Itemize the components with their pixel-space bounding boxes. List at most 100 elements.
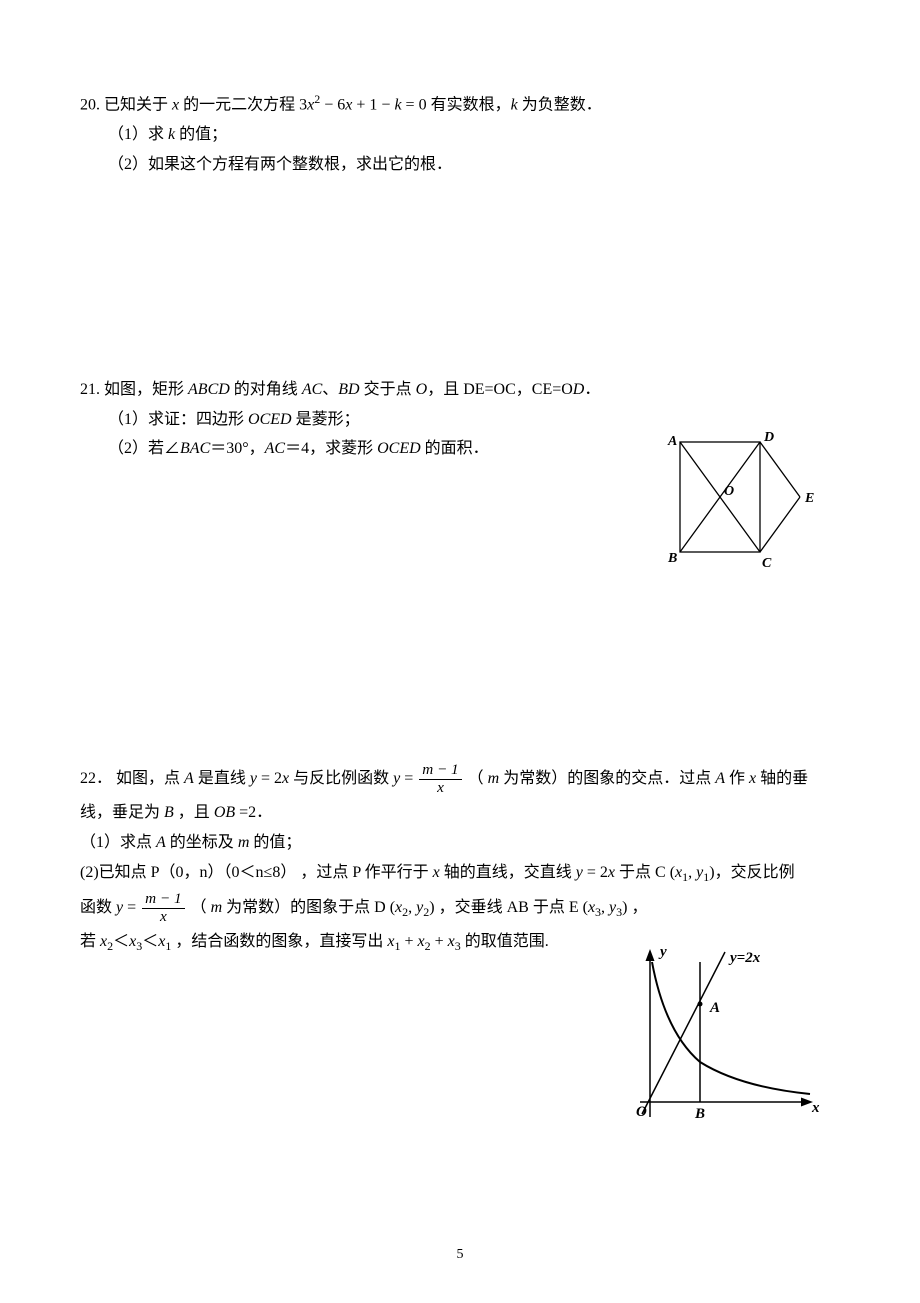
figure-21: A D B C E O xyxy=(660,427,820,577)
figure-22: y x O A B y=2x xyxy=(620,942,820,1132)
t: + 1 − xyxy=(352,96,394,113)
t: k xyxy=(394,96,401,113)
t: BD xyxy=(338,381,359,398)
t: y xyxy=(250,770,257,787)
t: 轴的直线，交直线 xyxy=(440,864,576,881)
t: A xyxy=(156,834,166,851)
t: 与反比例函数 xyxy=(289,770,393,787)
t: 的面积． xyxy=(421,440,489,457)
t: ABCD xyxy=(188,381,230,398)
lbl-B: B xyxy=(667,551,677,566)
t: =2． xyxy=(235,804,272,821)
t: 的坐标及 xyxy=(166,834,238,851)
lbl-A: A xyxy=(709,1000,720,1016)
t: , xyxy=(601,899,609,916)
p20-line2: （1）求 k 的值； xyxy=(80,122,840,148)
page-number: 5 xyxy=(0,1247,920,1263)
t: 的一元二次方程 xyxy=(179,96,299,113)
t: 线，垂足为 xyxy=(80,804,164,821)
t: （1）求证：四边形 xyxy=(108,411,248,428)
lbl-O: O xyxy=(636,1104,647,1120)
t: ，且 xyxy=(174,804,214,821)
t: 的对角线 xyxy=(230,381,302,398)
t: A xyxy=(184,770,194,787)
t: x xyxy=(433,864,440,881)
t: ． xyxy=(584,381,600,398)
t: + xyxy=(401,933,418,950)
t: , xyxy=(688,864,696,881)
t: BAC xyxy=(180,440,210,457)
t: 为负整数． xyxy=(518,96,602,113)
lbl-eq: y=2x xyxy=(728,950,761,966)
t: x xyxy=(418,933,425,950)
t: ，交反比例 xyxy=(715,864,795,881)
problem-22: 22． 如图，点 A 是直线 y = 2x 与反比例函数 y = m − 1x … xyxy=(80,762,840,957)
frac1: m − 1x xyxy=(419,762,461,796)
t: = 2 xyxy=(257,770,282,787)
t: ＜ xyxy=(113,933,129,950)
frac2: m − 1x xyxy=(142,891,184,925)
lbl-y: y xyxy=(658,944,667,960)
p22-line5: 函数 y = m − 1x （ m 为常数）的图象于点 D (x2, y2) ，… xyxy=(80,891,840,925)
lbl-B: B xyxy=(694,1106,705,1122)
t: 有实数根， xyxy=(427,96,511,113)
problem-20: 20. 已知关于 x 的一元二次方程 3x2 − 6x + 1 − k = 0 … xyxy=(80,90,840,177)
t: ， xyxy=(631,899,647,916)
p22-line3: （1）求点 A 的坐标及 m 的值； xyxy=(80,830,840,856)
t: A xyxy=(715,770,725,787)
t: x xyxy=(588,899,595,916)
t: （ xyxy=(464,770,488,787)
t: OB xyxy=(214,804,235,821)
t: , xyxy=(408,899,416,916)
t: （2）如果这个方程有两个整数根，求出它的根． xyxy=(108,156,452,173)
lbl-O: O xyxy=(724,484,734,499)
t: y xyxy=(576,864,583,881)
t: ，结合函数的图象，直接写出 xyxy=(171,933,387,950)
t: OCED xyxy=(377,440,421,457)
t: 函数 xyxy=(80,899,116,916)
t: x xyxy=(387,933,394,950)
t: x xyxy=(448,933,455,950)
t: B xyxy=(164,804,174,821)
t: AC xyxy=(302,381,322,398)
t: 的值； xyxy=(175,126,227,143)
t: （ xyxy=(187,899,211,916)
t: （2）若∠ xyxy=(108,440,180,457)
t: （1）求 xyxy=(108,126,168,143)
lbl-C: C xyxy=(762,556,772,571)
t: x xyxy=(608,864,615,881)
t: O xyxy=(416,381,428,398)
t: ，且 DE=OC，CE=O xyxy=(427,381,573,398)
t: (2)已知点 P（0，n）（0＜n≤8） ，过点 P 作平行于 xyxy=(80,864,433,881)
t: x xyxy=(142,909,184,926)
t: x xyxy=(282,770,289,787)
lbl-E: E xyxy=(804,491,814,506)
t: D xyxy=(573,381,585,398)
t: 的取值范围. xyxy=(461,933,549,950)
problem-21: 21. 如图，矩形 ABCD 的对角线 AC、BD 交于点 O，且 DE=OC，… xyxy=(80,377,840,462)
t: 的值； xyxy=(249,834,301,851)
p20-num: 20. xyxy=(80,96,100,113)
t: ， xyxy=(439,899,455,916)
t: m xyxy=(488,770,500,787)
t: ＝30°， xyxy=(210,440,264,457)
t: （1）求点 xyxy=(80,834,156,851)
p21-line1: 21. 如图，矩形 ABCD 的对角线 AC、BD 交于点 O，且 DE=OC，… xyxy=(80,377,840,403)
t: OCED xyxy=(248,411,292,428)
t: = 2 xyxy=(583,864,608,881)
t: 如图，矩形 xyxy=(104,381,188,398)
t: = xyxy=(400,770,417,787)
t: m xyxy=(238,834,250,851)
t: ＜ xyxy=(142,933,158,950)
t: 为常数）的图象的交点．过点 xyxy=(499,770,715,787)
t: 于点 C xyxy=(615,864,670,881)
t: 是直线 xyxy=(194,770,250,787)
t: m − 1 xyxy=(419,762,461,780)
lbl-A: A xyxy=(667,434,677,449)
p20-line3: （2）如果这个方程有两个整数根，求出它的根． xyxy=(80,152,840,178)
t: m − 1 xyxy=(142,891,184,909)
t: ) xyxy=(429,899,438,916)
p22-num: 22． xyxy=(80,770,112,787)
t: ＝4，求菱形 xyxy=(285,440,377,457)
t: 作 xyxy=(725,770,749,787)
